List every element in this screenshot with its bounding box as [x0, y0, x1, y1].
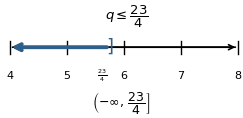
Text: 5: 5 [63, 71, 70, 80]
Text: 6: 6 [121, 71, 127, 80]
Text: ]: ] [106, 38, 113, 56]
Text: $\left(-\infty,\, \dfrac{23}{4}\right]$: $\left(-\infty,\, \dfrac{23}{4}\right]$ [92, 90, 151, 116]
Text: $\frac{23}{4}$: $\frac{23}{4}$ [97, 67, 107, 84]
Text: 8: 8 [234, 71, 242, 80]
Text: $q \leq \dfrac{23}{4}$: $q \leq \dfrac{23}{4}$ [104, 4, 148, 30]
Text: 7: 7 [177, 71, 185, 80]
Text: 4: 4 [6, 71, 13, 80]
